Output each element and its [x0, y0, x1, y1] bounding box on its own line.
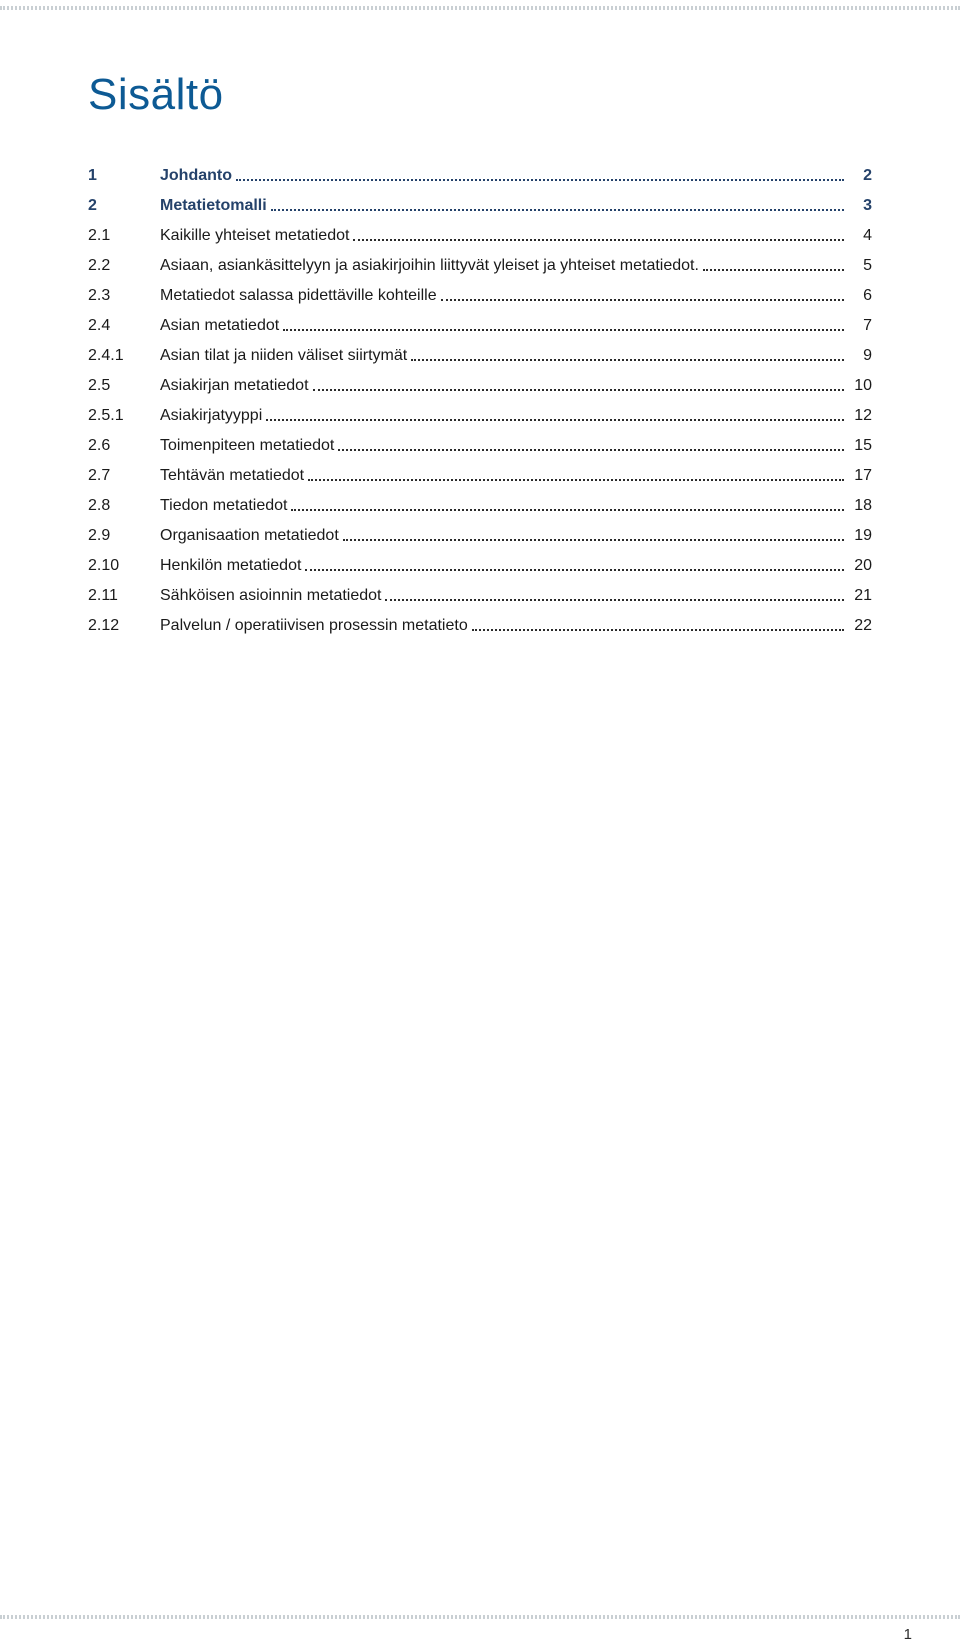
toc-entry-number: 2.9	[88, 528, 160, 544]
toc-leader-dots	[271, 209, 844, 211]
toc-entry-label: Metatiedot salassa pidettäville kohteill…	[160, 288, 437, 304]
toc-entry-number: 2.4.1	[88, 348, 160, 364]
toc-entry-page: 21	[848, 588, 872, 604]
toc-entry-label: Asian metatiedot	[160, 318, 279, 334]
toc-entry-number: 2.11	[88, 588, 160, 604]
toc-entry-label: Palvelun / operatiivisen prosessin metat…	[160, 618, 468, 634]
toc-entry-page: 17	[848, 468, 872, 484]
toc-leader-dots	[291, 509, 844, 511]
toc-entry-page: 9	[848, 348, 872, 364]
toc-entry-number: 2.5	[88, 378, 160, 394]
toc-entry-number: 2.5.1	[88, 408, 160, 424]
toc-leader-dots	[343, 539, 844, 541]
toc-entry-number: 2.8	[88, 498, 160, 514]
toc-entry-number: 1	[88, 168, 160, 184]
table-of-contents: 1Johdanto22Metatietomalli32.1Kaikille yh…	[88, 168, 872, 634]
toc-entry[interactable]: 2.4.1Asian tilat ja niiden väliset siirt…	[88, 348, 872, 364]
page-number: 1	[904, 1626, 912, 1643]
toc-entry-label: Asiaan, asiankäsittelyyn ja asiakirjoihi…	[160, 258, 699, 274]
toc-entry[interactable]: 2.9Organisaation metatiedot 19	[88, 528, 872, 544]
toc-entry[interactable]: 1Johdanto 2	[88, 168, 872, 184]
toc-entry-page: 22	[848, 618, 872, 634]
toc-entry-label: Asiakirjan metatiedot	[160, 378, 309, 394]
toc-entry-page: 10	[848, 378, 872, 394]
toc-leader-dots	[703, 269, 844, 271]
toc-entry-number: 2.7	[88, 468, 160, 484]
toc-entry[interactable]: 2.12Palvelun / operatiivisen prosessin m…	[88, 618, 872, 634]
toc-entry-page: 7	[848, 318, 872, 334]
toc-entry[interactable]: 2Metatietomalli 3	[88, 198, 872, 214]
toc-entry-number: 2.3	[88, 288, 160, 304]
toc-leader-dots	[338, 449, 844, 451]
toc-leader-dots	[283, 329, 844, 331]
toc-entry-label: Organisaation metatiedot	[160, 528, 339, 544]
toc-entry-number: 2	[88, 198, 160, 214]
toc-leader-dots	[305, 569, 844, 571]
toc-leader-dots	[266, 419, 844, 421]
toc-entry-number: 2.6	[88, 438, 160, 454]
toc-leader-dots	[236, 179, 844, 181]
toc-entry-label: Henkilön metatiedot	[160, 558, 301, 574]
toc-leader-dots	[411, 359, 844, 361]
toc-entry[interactable]: 2.3Metatiedot salassa pidettäville kohte…	[88, 288, 872, 304]
toc-entry-label: Sähköisen asioinnin metatiedot	[160, 588, 381, 604]
toc-entry-number: 2.10	[88, 558, 160, 574]
toc-entry-label: Metatietomalli	[160, 198, 267, 214]
toc-entry-page: 20	[848, 558, 872, 574]
toc-entry[interactable]: 2.1Kaikille yhteiset metatiedot 4	[88, 228, 872, 244]
toc-entry-page: 4	[848, 228, 872, 244]
content-area: Sisältö 1Johdanto22Metatietomalli32.1Kai…	[0, 0, 960, 634]
page-title: Sisältö	[88, 70, 872, 120]
toc-entry-label: Asian tilat ja niiden väliset siirtymät	[160, 348, 407, 364]
toc-entry[interactable]: 2.5.1Asiakirjatyyppi 12	[88, 408, 872, 424]
toc-entry-label: Toimenpiteen metatiedot	[160, 438, 334, 454]
toc-entry-label: Tehtävän metatiedot	[160, 468, 304, 484]
toc-leader-dots	[308, 479, 844, 481]
toc-entry-page: 2	[848, 168, 872, 184]
toc-leader-dots	[385, 599, 844, 601]
toc-entry[interactable]: 2.5Asiakirjan metatiedot 10	[88, 378, 872, 394]
toc-entry-page: 3	[848, 198, 872, 214]
toc-entry[interactable]: 2.2Asiaan, asiankäsittelyyn ja asiakirjo…	[88, 258, 872, 274]
toc-leader-dots	[441, 299, 844, 301]
toc-leader-dots	[353, 239, 844, 241]
toc-entry-number: 2.2	[88, 258, 160, 274]
toc-entry-number: 2.12	[88, 618, 160, 634]
toc-entry-number: 2.4	[88, 318, 160, 334]
document-page: Sisältö 1Johdanto22Metatietomalli32.1Kai…	[0, 0, 960, 1649]
toc-entry-label: Tiedon metatiedot	[160, 498, 287, 514]
toc-entry-page: 12	[848, 408, 872, 424]
toc-entry[interactable]: 2.7Tehtävän metatiedot 17	[88, 468, 872, 484]
top-divider	[0, 6, 960, 10]
toc-entry-page: 5	[848, 258, 872, 274]
toc-entry[interactable]: 2.4Asian metatiedot 7	[88, 318, 872, 334]
toc-entry-page: 19	[848, 528, 872, 544]
toc-entry-page: 18	[848, 498, 872, 514]
toc-entry[interactable]: 2.11Sähköisen asioinnin metatiedot 21	[88, 588, 872, 604]
toc-entry-page: 6	[848, 288, 872, 304]
toc-entry-label: Kaikille yhteiset metatiedot	[160, 228, 349, 244]
bottom-divider	[0, 1615, 960, 1619]
toc-entry-label: Johdanto	[160, 168, 232, 184]
toc-entry[interactable]: 2.6Toimenpiteen metatiedot 15	[88, 438, 872, 454]
toc-leader-dots	[313, 389, 844, 391]
toc-leader-dots	[472, 629, 844, 631]
toc-entry[interactable]: 2.10Henkilön metatiedot 20	[88, 558, 872, 574]
toc-entry-number: 2.1	[88, 228, 160, 244]
toc-entry-page: 15	[848, 438, 872, 454]
toc-entry[interactable]: 2.8Tiedon metatiedot 18	[88, 498, 872, 514]
toc-entry-label: Asiakirjatyyppi	[160, 408, 262, 424]
